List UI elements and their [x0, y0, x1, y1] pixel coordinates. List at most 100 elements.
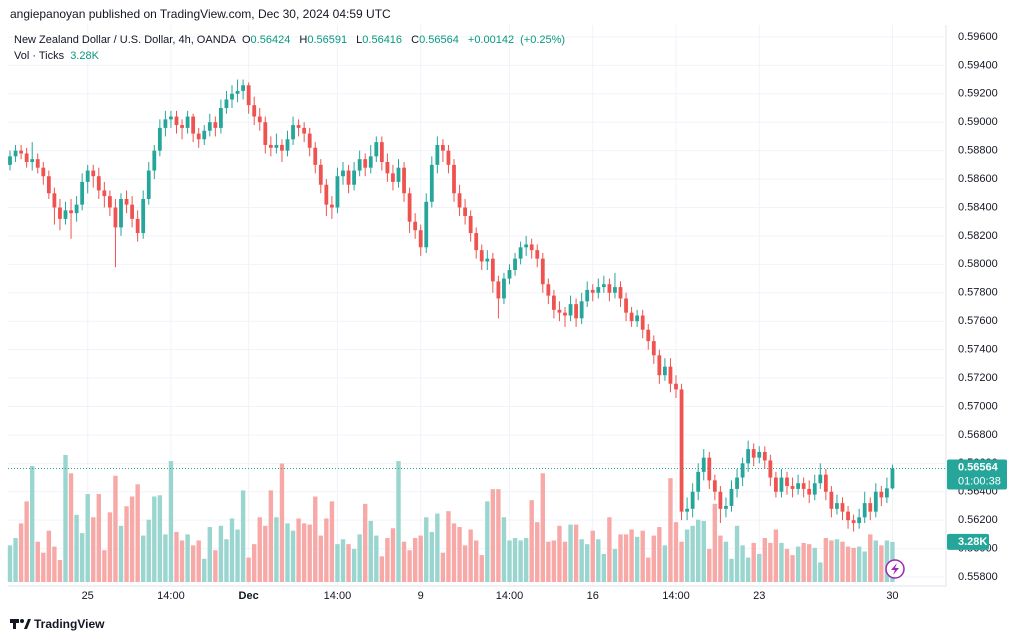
candle-body: [873, 491, 878, 512]
candle-body: [502, 278, 506, 299]
volume-bar: [612, 549, 618, 582]
x-tick-label: 14:00: [324, 590, 352, 602]
volume-bar: [96, 494, 101, 582]
publish-header: angiepanoyan published on TradingView.co…: [10, 7, 391, 21]
volume-bar: [795, 546, 801, 582]
volume-bar: [657, 527, 662, 582]
volume-bar: [52, 546, 57, 582]
x-tick-label: 9: [418, 590, 424, 602]
volume-bar: [412, 538, 418, 582]
volume-bar: [862, 551, 867, 582]
candle-body: [374, 142, 379, 157]
h-value: 0.56591: [307, 34, 348, 46]
alert-icon[interactable]: [885, 559, 905, 579]
volume-bar: [74, 514, 79, 582]
candle-body: [185, 116, 190, 128]
candle-body: [829, 491, 834, 509]
candle-body: [157, 127, 162, 151]
volume-bar: [357, 534, 362, 582]
volume-bar: [646, 557, 651, 582]
y-tick-label: 0.56200: [958, 514, 998, 526]
volume-bar: [651, 535, 656, 582]
candle-body: [546, 284, 551, 296]
change: +0.00142: [467, 34, 515, 46]
volume-bar: [168, 461, 174, 582]
volume-bar: [873, 540, 878, 582]
volume-bar: [435, 513, 440, 582]
candle-body: [435, 144, 440, 165]
volume-bar: [757, 553, 762, 582]
candle-body: [69, 210, 73, 214]
volume-bar: [840, 541, 845, 582]
candle-body: [63, 210, 68, 219]
candle-body: [429, 164, 434, 202]
change-pct: (+0.25%): [520, 34, 566, 46]
volume-bar: [346, 544, 351, 582]
volume-bar: [324, 518, 329, 582]
candle-body: [280, 144, 284, 151]
volume-bar: [279, 463, 285, 582]
volume-bar: [462, 545, 468, 582]
volume-bar: [401, 541, 407, 582]
candle-body: [574, 304, 578, 319]
volume-bar: [107, 512, 113, 582]
volume-bar: [7, 545, 13, 582]
candle-body: [563, 312, 567, 316]
volume-bar: [734, 525, 740, 582]
candle-body: [818, 474, 823, 484]
y-tick-label: 0.59200: [958, 88, 998, 100]
candle-body: [474, 233, 479, 251]
candle-body: [840, 503, 845, 512]
legend-volume: Vol · Ticks 3.28K: [14, 50, 102, 62]
y-tick-label: 0.59000: [958, 116, 998, 128]
candle-body: [768, 460, 773, 478]
volume-bar: [85, 494, 90, 582]
candle-body: [712, 480, 717, 492]
o-value: 0.56424: [250, 34, 291, 46]
candle-body: [862, 503, 867, 518]
candle-body: [263, 122, 268, 145]
volume-bar: [18, 523, 24, 582]
y-tick-label: 0.58800: [958, 145, 998, 157]
candle-body: [601, 284, 606, 288]
candle-body: [629, 312, 634, 322]
volume-bar: [634, 536, 640, 582]
volume-bar: [784, 549, 790, 582]
candle-body: [457, 193, 462, 208]
candle-body: [668, 366, 673, 384]
candle-body: [635, 315, 640, 322]
volume-bar: [263, 525, 268, 582]
volume-bar: [113, 475, 118, 582]
candle-body: [58, 207, 62, 219]
candle-body: [823, 474, 828, 492]
candle-body: [452, 164, 456, 194]
candle-body: [885, 488, 889, 498]
candle-body: [490, 258, 495, 282]
candle-body: [313, 147, 318, 165]
volume-bar: [562, 541, 568, 582]
x-tick-label: 25: [82, 590, 94, 602]
volume-bar: [818, 562, 823, 582]
candle-body: [135, 218, 140, 234]
candle-body: [407, 193, 412, 222]
volume-bar: [507, 540, 512, 582]
volume-bar: [207, 527, 212, 582]
candle-body: [607, 284, 612, 293]
volume-bar: [496, 489, 501, 582]
volume-bar: [823, 538, 829, 582]
x-tick-label: 14:00: [662, 590, 690, 602]
candle-body: [518, 247, 523, 259]
candle-body: [324, 184, 329, 205]
candle-body: [202, 130, 207, 140]
c-label: C: [411, 34, 420, 46]
volume-bar: [190, 545, 196, 582]
candle-body: [685, 508, 689, 512]
candle-body: [124, 198, 129, 205]
candle-body: [552, 295, 556, 310]
candle-body: [257, 116, 262, 123]
volume-bar: [845, 546, 851, 582]
last-price-box: [947, 459, 1007, 490]
volume-bar: [379, 556, 385, 582]
candle-body: [757, 451, 762, 458]
